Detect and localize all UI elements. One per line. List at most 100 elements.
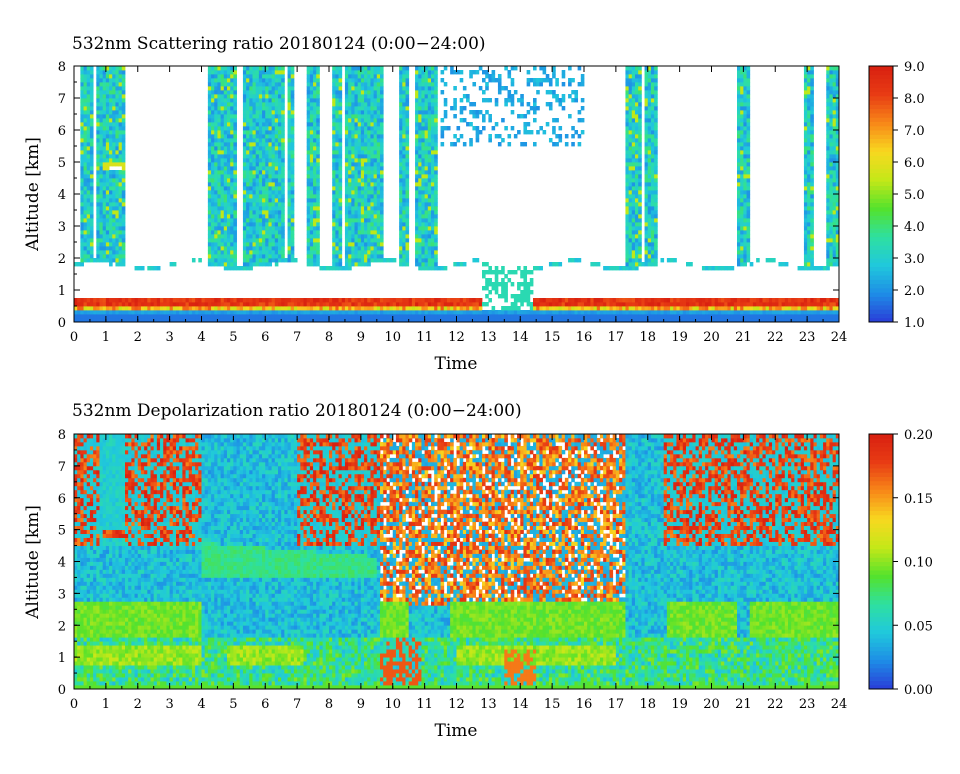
heatmap-cell <box>268 310 272 314</box>
heatmap-cell <box>472 126 476 130</box>
heatmap-cell <box>307 150 311 154</box>
heatmap-cell <box>508 306 512 310</box>
heatmap-cell <box>281 166 285 170</box>
heatmap-cell <box>147 302 151 306</box>
heatmap-cell <box>246 170 250 174</box>
heatmap-cell <box>425 206 429 210</box>
heatmap-cell <box>377 234 381 238</box>
heatmap-cell <box>109 150 113 154</box>
heatmap-cell <box>253 110 257 114</box>
heatmap-cell <box>227 78 231 82</box>
heatmap-cell <box>645 222 649 226</box>
heatmap-cell <box>96 190 100 194</box>
heatmap-cell <box>421 218 425 222</box>
heatmap-cell <box>355 66 359 70</box>
heatmap-cell <box>421 94 425 98</box>
heatmap-cell <box>406 102 410 106</box>
heatmap-cell <box>625 146 629 150</box>
heatmap-cell <box>533 78 537 82</box>
heatmap-cell <box>638 222 642 226</box>
heatmap-cell <box>523 266 527 270</box>
heatmap-cell <box>428 122 432 126</box>
heatmap-cell <box>135 310 139 314</box>
heatmap-cell <box>211 226 215 230</box>
heatmap-cell <box>310 74 314 78</box>
heatmap-cell <box>629 298 633 302</box>
heatmap-cell <box>268 162 272 166</box>
heatmap-cell <box>278 146 282 150</box>
heatmap-cell <box>358 118 362 122</box>
heatmap-cell <box>361 306 365 310</box>
heatmap-cell <box>272 198 276 202</box>
heatmap-cell <box>638 150 642 154</box>
heatmap-cell <box>568 66 572 70</box>
heatmap-cell <box>246 138 250 142</box>
heatmap-cell <box>431 246 435 250</box>
heatmap-cell <box>406 134 410 138</box>
heatmap-cell <box>141 306 145 310</box>
heatmap-cell <box>227 82 231 86</box>
heatmap-cell <box>291 246 295 250</box>
heatmap-cell <box>374 142 378 146</box>
heatmap-cell <box>625 182 629 186</box>
heatmap-cell <box>332 170 336 174</box>
heatmap-cell <box>358 190 362 194</box>
heatmap-cell <box>205 302 209 306</box>
heatmap-cell <box>399 170 403 174</box>
heatmap-cell <box>246 86 250 90</box>
heatmap-cell <box>243 250 247 254</box>
heatmap-cell <box>96 238 100 242</box>
heatmap-cell <box>374 146 378 150</box>
heatmap-cell <box>425 242 429 246</box>
heatmap-cell <box>291 78 295 82</box>
heatmap-cell <box>144 302 148 306</box>
heatmap-cell <box>122 194 126 198</box>
heatmap-cell <box>230 266 234 270</box>
heatmap-cell <box>428 82 432 86</box>
heatmap-cell <box>437 310 441 314</box>
heatmap-cell <box>119 214 123 218</box>
heatmap-cell <box>555 82 559 86</box>
heatmap-cell <box>383 310 387 314</box>
heatmap-cell <box>310 162 314 166</box>
heatmap-cell <box>115 118 119 122</box>
heatmap-cell <box>377 178 381 182</box>
heatmap-cell <box>262 162 266 166</box>
heatmap-cell <box>262 110 266 114</box>
heatmap-cell <box>402 214 406 218</box>
heatmap-cell <box>275 222 279 226</box>
heatmap-cell <box>339 126 343 130</box>
heatmap-cell <box>275 154 279 158</box>
heatmap-cell <box>453 98 457 102</box>
heatmap-cell <box>131 310 135 314</box>
heatmap-cell <box>291 234 295 238</box>
heatmap-cell <box>233 230 237 234</box>
heatmap-cell <box>138 306 142 310</box>
heatmap-cell <box>332 186 336 190</box>
heatmap-cell <box>246 190 250 194</box>
heatmap-cell <box>635 238 639 242</box>
heatmap-cell <box>224 94 228 98</box>
heatmap-cell <box>517 294 521 298</box>
heatmap-cell <box>345 82 349 86</box>
heatmap-cell <box>457 302 461 306</box>
heatmap-cell <box>635 66 639 70</box>
heatmap-cell <box>119 238 123 242</box>
heatmap-cell <box>259 202 263 206</box>
heatmap-cell <box>224 266 228 270</box>
heatmap-cell <box>256 166 260 170</box>
heatmap-cell <box>629 194 633 198</box>
heatmap-cell <box>262 202 266 206</box>
heatmap-cell <box>246 130 250 134</box>
heatmap-cell <box>221 214 225 218</box>
heatmap-cell <box>399 194 403 198</box>
heatmap-cell <box>431 206 435 210</box>
heatmap-cell <box>348 198 352 202</box>
heatmap-cell <box>409 306 413 310</box>
heatmap-cell <box>466 310 470 314</box>
heatmap-cell <box>603 306 607 310</box>
heatmap-cell <box>80 66 84 70</box>
heatmap-cell <box>632 186 636 190</box>
heatmap-cell <box>616 266 620 270</box>
heatmap-cell <box>227 70 231 74</box>
